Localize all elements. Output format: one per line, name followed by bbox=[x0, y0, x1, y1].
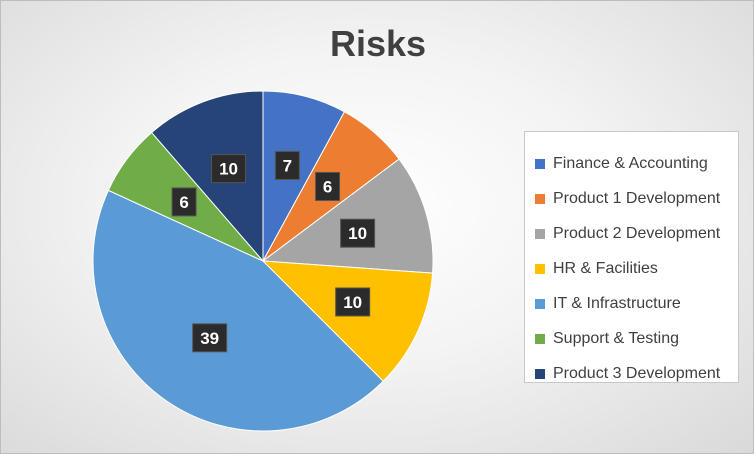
legend-item: Product 2 Development bbox=[535, 216, 738, 251]
legend-item: Finance & Accounting bbox=[535, 146, 738, 181]
svg-text:10: 10 bbox=[348, 224, 367, 243]
legend-label: IT & Infrastructure bbox=[553, 294, 681, 312]
data-label: 39 bbox=[192, 323, 228, 353]
pie-slices bbox=[92, 90, 434, 432]
pie-slice bbox=[261, 158, 434, 274]
chart-legend: Finance & Accounting Product 1 Developmen… bbox=[524, 131, 739, 383]
legend-swatch bbox=[535, 333, 545, 344]
svg-text:39: 39 bbox=[200, 329, 219, 348]
legend-swatch bbox=[535, 368, 545, 379]
pie-slice bbox=[92, 189, 384, 432]
svg-text:7: 7 bbox=[283, 156, 292, 175]
legend-item: Support & Testing bbox=[535, 321, 738, 356]
legend-label: Product 3 Development bbox=[553, 364, 721, 382]
legend-item: Product 1 Development bbox=[535, 181, 738, 216]
data-label: 10 bbox=[335, 287, 371, 317]
legend-swatch bbox=[535, 298, 545, 309]
legend-label: Product 2 Development bbox=[553, 224, 721, 242]
data-label: 6 bbox=[171, 187, 197, 217]
data-label: 10 bbox=[340, 218, 376, 248]
legend-label: Finance & Accounting bbox=[553, 154, 708, 172]
legend-swatch bbox=[535, 228, 545, 239]
legend-label: Product 1 Development bbox=[553, 189, 721, 207]
legend-item: Product 3 Development bbox=[535, 356, 738, 391]
pie-slice bbox=[261, 260, 434, 382]
svg-text:6: 6 bbox=[323, 177, 332, 196]
pie-slice bbox=[150, 90, 264, 263]
legend-label: Support & Testing bbox=[553, 329, 680, 347]
svg-text:10: 10 bbox=[343, 293, 362, 312]
svg-text:10: 10 bbox=[219, 160, 238, 179]
data-label: 10 bbox=[211, 154, 247, 184]
data-label: 6 bbox=[315, 171, 341, 201]
legend-item: IT & Infrastructure bbox=[535, 286, 738, 321]
svg-text:6: 6 bbox=[179, 193, 188, 212]
legend-swatch bbox=[535, 263, 545, 274]
legend-swatch bbox=[535, 158, 545, 169]
legend-label: HR & Facilities bbox=[553, 259, 658, 277]
data-label: 7 bbox=[274, 150, 300, 180]
legend-swatch bbox=[535, 193, 545, 204]
pie-data-labels: 7 6 10 10 39 6 10 bbox=[171, 150, 376, 353]
legend-item: HR & Facilities bbox=[535, 251, 738, 286]
chart-title: Risks bbox=[329, 23, 427, 64]
